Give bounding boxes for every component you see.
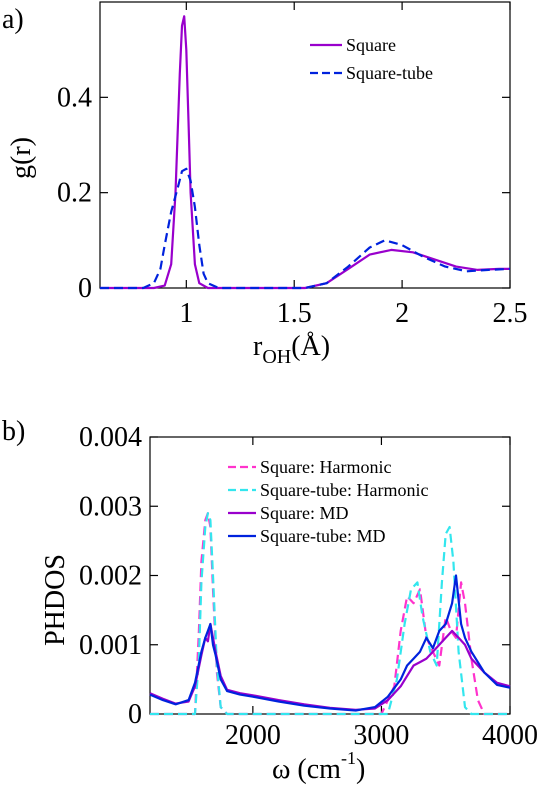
y-axis-label-a: g(r) — [6, 137, 37, 179]
legend-label-b-1: Square-tube: Harmonic — [260, 480, 428, 500]
x-axis-label-b-tail: ) — [356, 754, 365, 785]
legend-label-b-3: Square-tube: MD — [260, 526, 385, 546]
legend-a: Square Square-tube — [310, 35, 433, 83]
x-axis-label-a-tail: (Å) — [291, 331, 330, 362]
x-tick-label-a: 1.5 — [277, 298, 312, 329]
y-tick-label-b: 0.004 — [79, 422, 142, 453]
series-line-a-1 — [100, 167, 511, 290]
lines-a — [100, 15, 511, 290]
y-axis-label-b: PHDOS — [40, 554, 71, 646]
legend-label-a-0: Square — [346, 35, 396, 55]
x-tick-label-a: 1 — [179, 298, 193, 329]
x-tick-label-b: 3000 — [353, 720, 409, 751]
panel-label-b: b) — [2, 416, 25, 447]
y-tick-label-b: 0.001 — [79, 630, 142, 661]
y-tick-label-a: 0 — [78, 273, 92, 304]
y-tick-label-b: 0.003 — [79, 491, 142, 522]
panel-label-a: a) — [2, 4, 24, 35]
ticks-b: 2000 3000 4000 0 0.001 0.002 0.003 0.004 — [79, 422, 538, 751]
ticks-a: 1 1.5 2 2.5 0 0.2 0.4 — [57, 2, 528, 329]
legend-b: Square: Harmonic Square-tube: Harmonic Squ… — [228, 457, 428, 546]
x-axis-label-b: ω (cm-1) — [272, 748, 365, 785]
x-tick-label-b: 4000 — [482, 720, 538, 751]
series-line-b-3 — [149, 574, 511, 712]
x-tick-label-a: 2 — [395, 298, 409, 329]
series-line-b-1 — [150, 512, 510, 716]
x-axis-label-a: rOH(Å) — [253, 331, 330, 368]
y-tick-label-b: 0.002 — [79, 561, 142, 592]
lines-b — [149, 512, 511, 716]
panel-b: b) 2000 3000 4000 0 0.001 0.002 0.003 0.004 PHD… — [2, 416, 538, 785]
y-tick-label-a: 0.4 — [57, 82, 92, 113]
x-axis-label-a-sub: OH — [262, 346, 291, 368]
x-axis-label-a-main: r — [253, 331, 263, 362]
legend-label-b-0: Square: Harmonic — [260, 457, 391, 477]
series-line-b-0 — [150, 512, 510, 716]
legend-label-a-1: Square-tube — [346, 63, 433, 83]
y-tick-label-b: 0 — [128, 699, 142, 730]
y-tick-label-a: 0.2 — [57, 178, 92, 209]
x-tick-label-a: 2.5 — [493, 298, 528, 329]
panel-a: a) 1 1.5 2 2.500.20.4 g(r) rOH(Å) SquareSqu… — [2, 1, 528, 368]
series-line-a-0 — [100, 15, 510, 290]
legend-label-b-2: Square: MD — [260, 503, 349, 523]
plot-frame-a — [99, 1, 511, 289]
x-axis-label-b-main: ω (cm — [272, 754, 341, 785]
x-tick-label-b: 2000 — [225, 720, 281, 751]
x-axis-label-b-sup: -1 — [341, 748, 356, 768]
